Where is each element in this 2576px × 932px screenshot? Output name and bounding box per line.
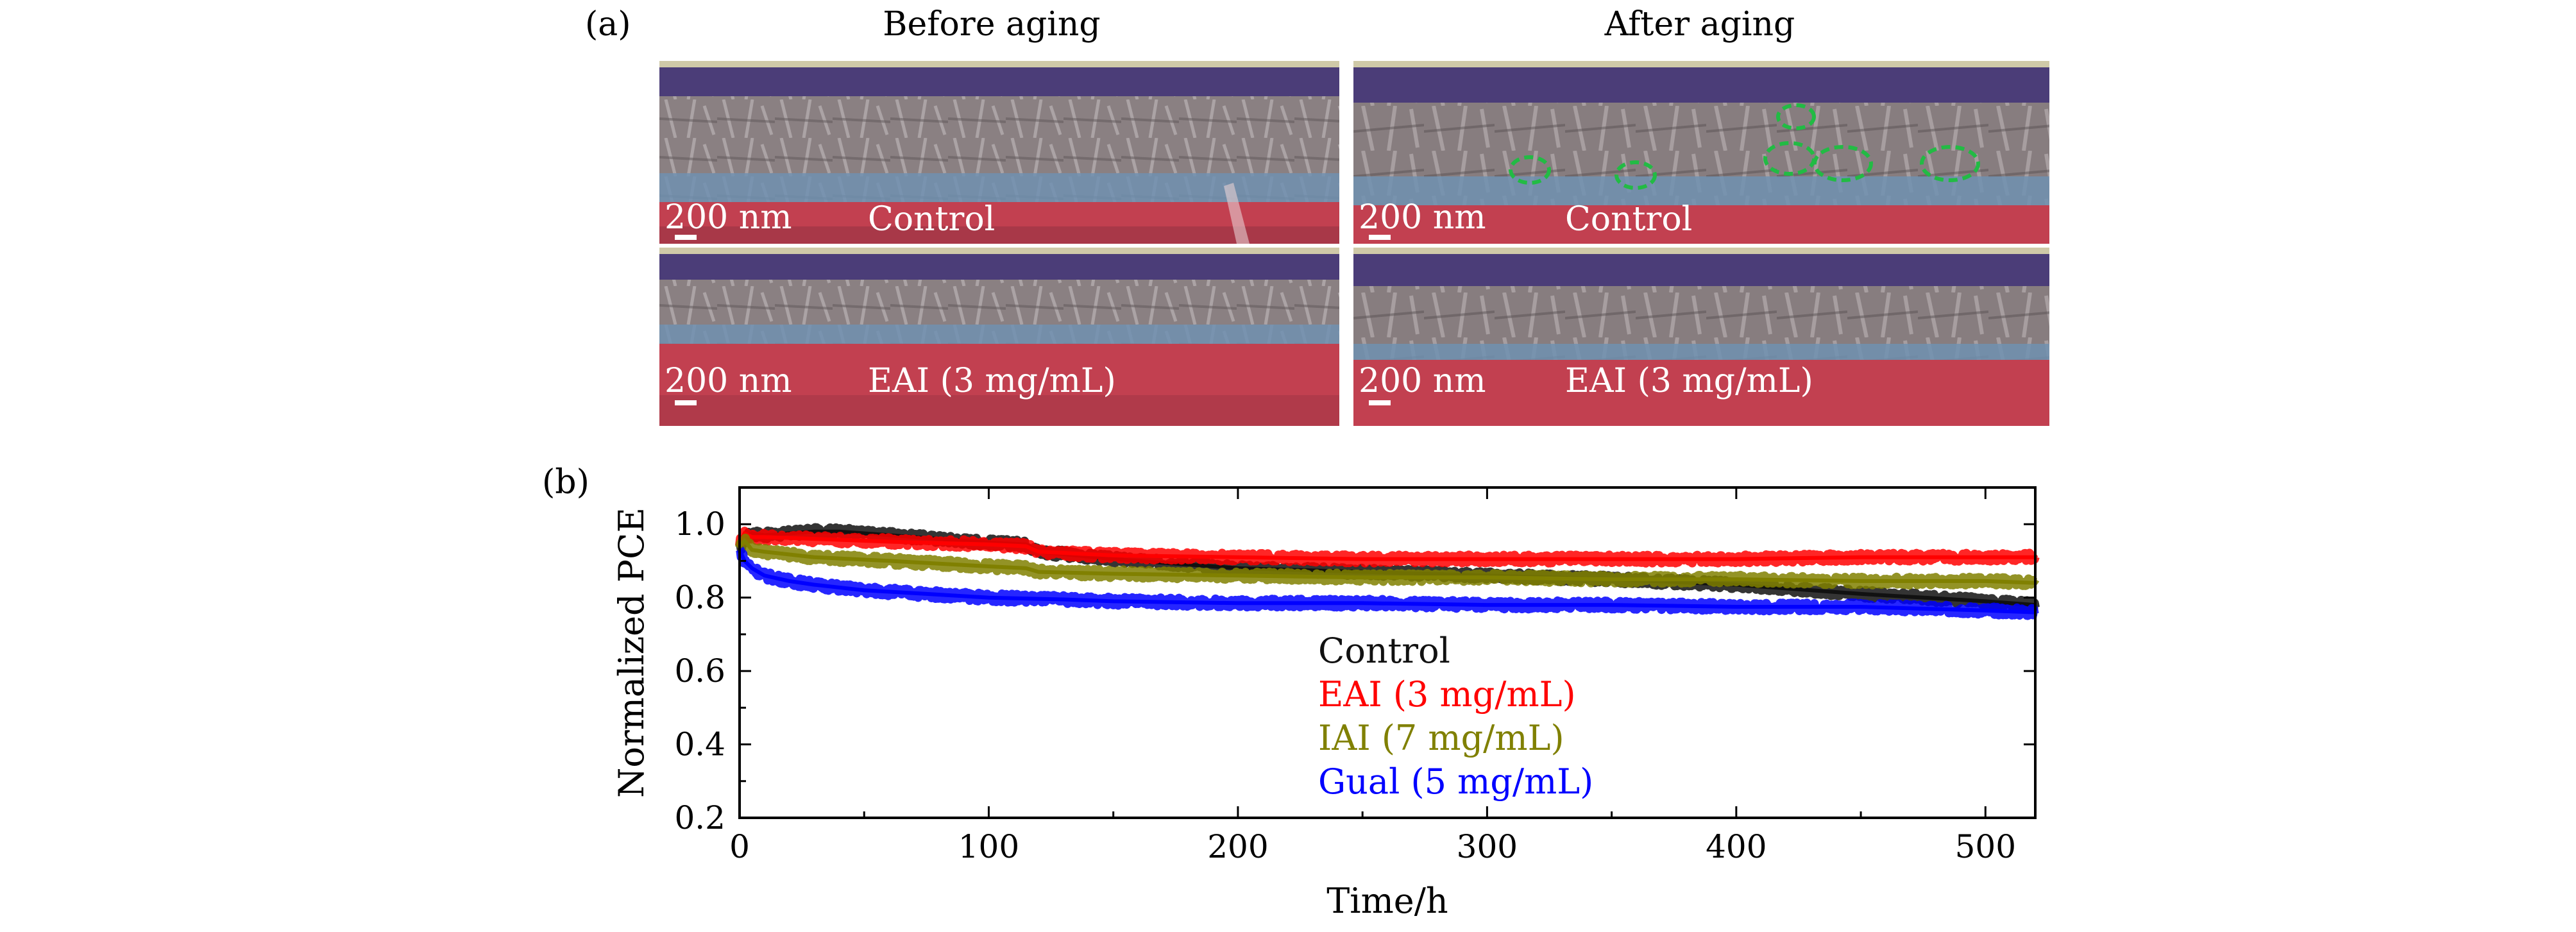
sem-before-eai: 200 nm EAI (3 mg/mL)	[659, 248, 1339, 426]
sem-after-eai: 200 nm EAI (3 mg/mL)	[1353, 248, 2049, 426]
panel-a-label: (a)	[585, 5, 631, 44]
scale-bar-label: 200 nm	[1359, 362, 1486, 400]
scale-bar	[675, 235, 697, 240]
scale-bar	[1369, 235, 1391, 240]
plot-frame	[738, 486, 2037, 819]
sample-label-control: Control	[868, 200, 996, 239]
y-tick-label: 0.4	[674, 726, 725, 763]
x-tick-label: 100	[958, 828, 1019, 865]
series-line-eai	[738, 530, 2035, 561]
y-tick-label: 0.6	[674, 652, 725, 690]
legend-entry-gual: Gual (5 mg/mL)	[1318, 761, 1593, 802]
sample-label-eai: EAI (3 mg/mL)	[868, 362, 1116, 400]
scale-bar-label: 200 nm	[1359, 198, 1486, 237]
y-tick-label: 1.0	[674, 505, 725, 543]
sem-after-eai-image	[1353, 248, 2049, 426]
sample-label-control: Control	[1565, 200, 1693, 239]
y-tick-label: 0.2	[674, 799, 725, 836]
defect-markers	[1509, 103, 1980, 190]
sem-before-control-image	[659, 61, 1339, 244]
x-tick-label: 400	[1706, 828, 1767, 865]
scale-bar	[675, 400, 697, 405]
scale-bar-label: 200 nm	[665, 362, 792, 400]
x-tick-label: 0	[729, 828, 750, 865]
scale-bar-label: 200 nm	[665, 198, 792, 237]
y-axis-label: Normalized PCE	[611, 507, 652, 798]
legend-entry-eai: EAI (3 mg/mL)	[1318, 674, 1576, 715]
scale-bar	[1369, 400, 1391, 405]
after-aging-title: After aging	[1604, 5, 1795, 44]
sample-label-eai: EAI (3 mg/mL)	[1565, 362, 1813, 400]
sem-after-control-image	[1353, 61, 2049, 244]
sem-before-eai-image	[659, 248, 1339, 426]
y-tick-label: 0.8	[674, 579, 725, 616]
x-axis-label: Time/h	[1326, 881, 1448, 921]
x-tick-label: 500	[1955, 828, 2016, 865]
sem-before-control: 200 nm Control	[659, 61, 1339, 244]
panel-b-label: (b)	[542, 463, 589, 502]
x-tick-label: 200	[1207, 828, 1268, 865]
series-line-gual	[738, 549, 2036, 614]
sem-after-control: 200 nm Control	[1353, 61, 2049, 244]
series-line-iai	[738, 538, 2036, 585]
x-tick-label: 300	[1457, 828, 1518, 865]
before-aging-title: Before aging	[883, 5, 1101, 44]
legend-entry-control: Control	[1318, 631, 1450, 671]
legend-entry-iai: IAI (7 mg/mL)	[1318, 718, 1564, 758]
